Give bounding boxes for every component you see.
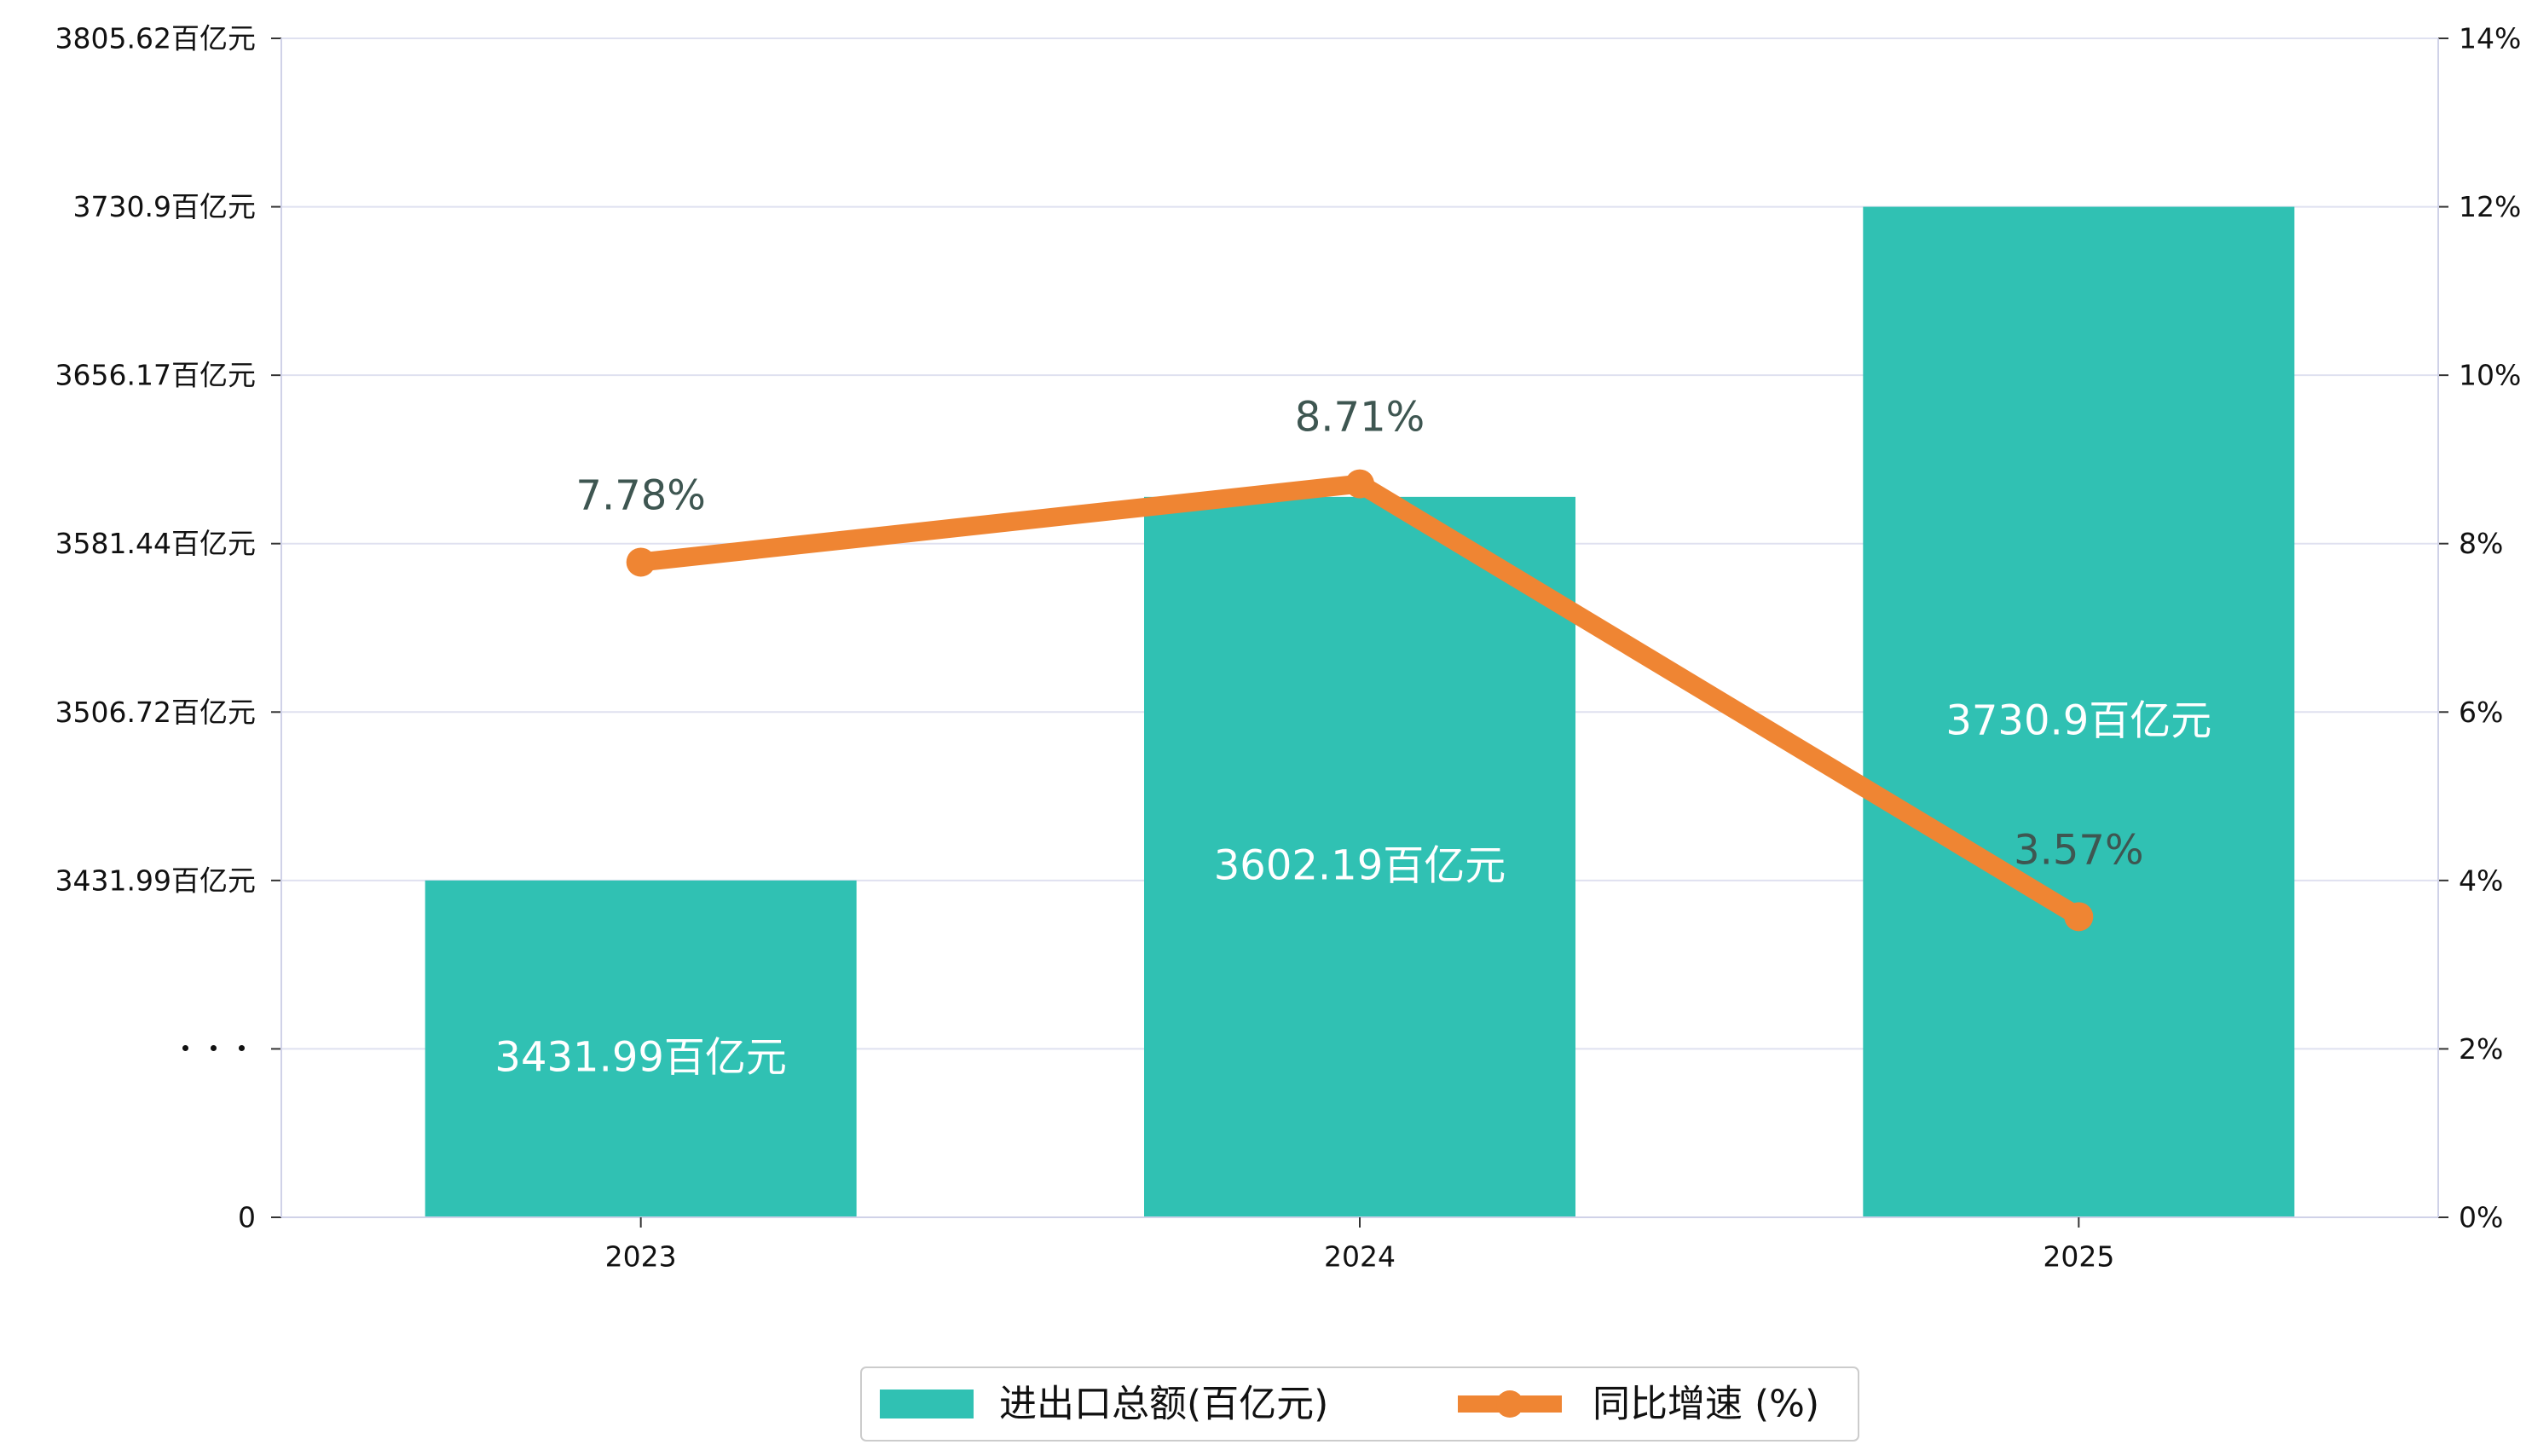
line-point (1345, 469, 1374, 499)
legend-label-bar: 进出口总额(百亿元) (999, 1383, 1328, 1426)
legend-label-line: 同比增速 (%) (1593, 1383, 1819, 1426)
line-point (626, 547, 656, 577)
legend[interactable]: 进出口总额(百亿元) 同比增速 (%) (860, 1366, 1859, 1442)
line-value-label: 8.71% (1295, 394, 1425, 442)
y-left-tick-label: ・・・ (171, 1032, 256, 1066)
y-right-tick-label: 8% (2459, 527, 2503, 560)
data-labels: 3431.99百亿元 3602.19百亿元 3730.9百亿元 7.78% 8.71% 3… (494, 394, 2211, 1082)
y-right-tick-label: 6% (2459, 696, 2503, 729)
bar (425, 880, 857, 1217)
y-left-tick-label: 3431.99百亿元 (55, 864, 256, 897)
y-left-tick-label: 0 (238, 1201, 256, 1234)
axes: 0 ・・・ 3431.99百亿元 3506.72百亿元 3581.44百亿元 3656.1… (55, 22, 2522, 1274)
y-left-tick-label: 3656.17百亿元 (55, 359, 256, 392)
x-tick-label: 2024 (1324, 1240, 1396, 1274)
bar (1144, 496, 1575, 1217)
legend-swatch-bar (880, 1390, 974, 1418)
line-value-label: 7.78% (575, 471, 705, 519)
y-right-tick-label: 14% (2459, 22, 2521, 55)
y-left-tick-label: 3506.72百亿元 (55, 696, 256, 729)
y-right-tick-label: 10% (2459, 359, 2521, 392)
bars (425, 206, 2295, 1218)
y-left-tick-label: 3805.62百亿元 (55, 22, 256, 55)
y-right-tick-label: 4% (2459, 864, 2503, 897)
y-right-tick-label: 12% (2459, 190, 2521, 223)
y-right-tick-label: 2% (2459, 1032, 2503, 1066)
legend-swatch-marker (1496, 1390, 1523, 1418)
y-left-tick-label: 3581.44百亿元 (55, 527, 256, 560)
bar (1863, 206, 2295, 1218)
x-tick-label: 2025 (2043, 1240, 2114, 1274)
bar-value-label: 3431.99百亿元 (494, 1033, 787, 1081)
line-point (2064, 902, 2094, 932)
bar-value-label: 3730.9百亿元 (1945, 696, 2211, 744)
y-left-tick-label: 3730.9百亿元 (73, 190, 256, 223)
y-right-tick-label: 0% (2459, 1201, 2503, 1234)
growth-line (626, 469, 2094, 932)
bar-value-label: 3602.19百亿元 (1214, 841, 1506, 889)
legend-box (860, 1366, 1859, 1442)
line-value-label: 3.57% (2014, 826, 2143, 874)
x-tick-label: 2023 (605, 1240, 677, 1274)
